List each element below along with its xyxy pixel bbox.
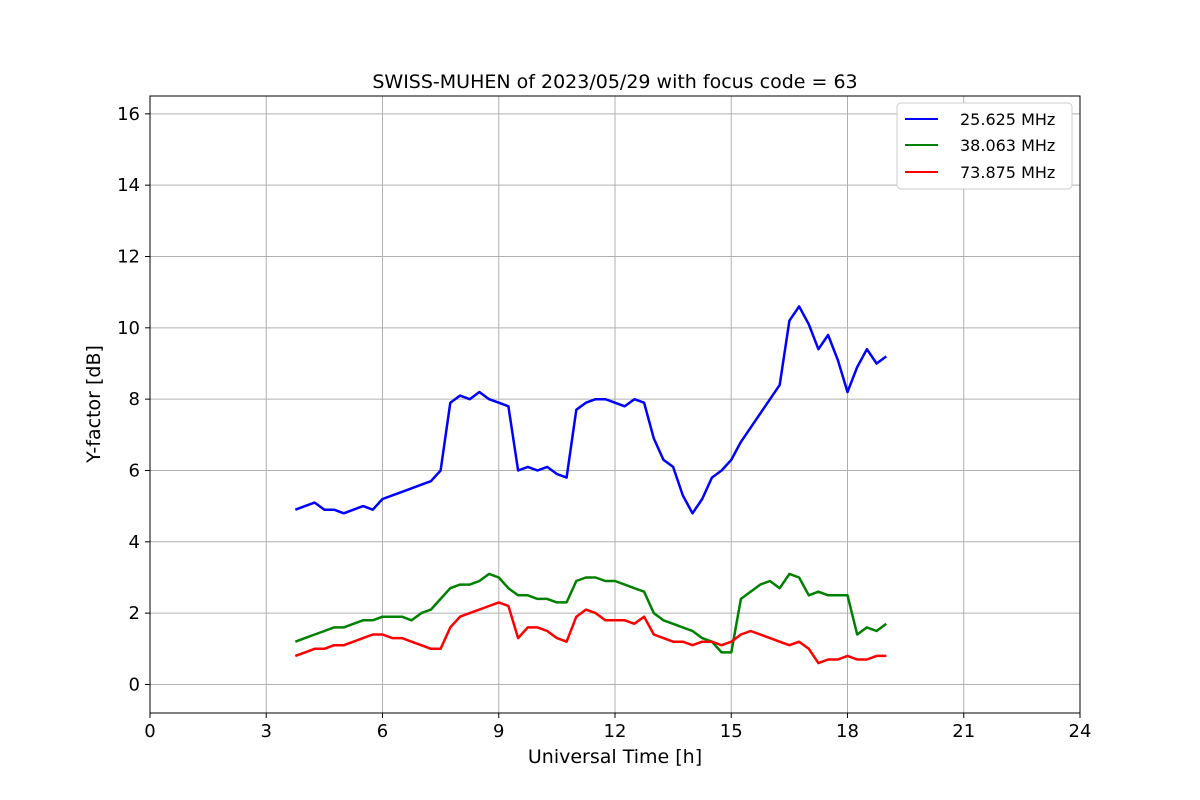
grid bbox=[149, 96, 1081, 713]
legend-entry-2: 38.063 MHz bbox=[960, 136, 1055, 155]
legend: 25.625 MHz 38.063 MHz 73.875 MHz bbox=[896, 102, 1073, 190]
y-tick-label: 16 bbox=[117, 104, 140, 125]
x-tick-label: 15 bbox=[720, 721, 743, 742]
y-tick-label: 0 bbox=[129, 674, 140, 695]
legend-entry-1: 25.625 MHz bbox=[960, 110, 1055, 129]
y-tick-label: 4 bbox=[129, 532, 140, 553]
legend-box bbox=[896, 102, 1073, 190]
series-layer bbox=[294, 305, 888, 665]
y-tick-label: 10 bbox=[117, 318, 140, 339]
y-tick-label: 8 bbox=[129, 389, 140, 410]
x-axis-label: Universal Time [h] bbox=[528, 746, 702, 768]
y-tick-label: 6 bbox=[129, 460, 140, 481]
x-tick-label: 12 bbox=[604, 721, 627, 742]
series-line-1 bbox=[294, 305, 888, 515]
legend-entry-3: 73.875 MHz bbox=[960, 163, 1055, 182]
y-tick-label: 2 bbox=[129, 603, 140, 624]
y-axis-label: Y-factor [dB] bbox=[83, 345, 105, 464]
x-tick-label: 9 bbox=[493, 721, 504, 742]
x-tick-label: 18 bbox=[836, 721, 859, 742]
y-tick-label: 14 bbox=[117, 175, 140, 196]
chart-title: SWISS-MUHEN of 2023/05/29 with focus cod… bbox=[372, 71, 857, 93]
series-line-2 bbox=[294, 572, 888, 654]
y-axis: 0 2 4 6 8 10 12 14 16 bbox=[117, 104, 150, 695]
series-line-3 bbox=[294, 601, 887, 665]
x-axis: 0 3 6 9 12 15 18 21 24 bbox=[144, 713, 1091, 742]
y-tick-label: 12 bbox=[117, 246, 140, 267]
x-tick-label: 3 bbox=[261, 721, 272, 742]
x-tick-label: 0 bbox=[144, 721, 155, 742]
x-tick-label: 21 bbox=[952, 721, 975, 742]
x-tick-label: 24 bbox=[1069, 721, 1092, 742]
x-tick-label: 6 bbox=[377, 721, 388, 742]
